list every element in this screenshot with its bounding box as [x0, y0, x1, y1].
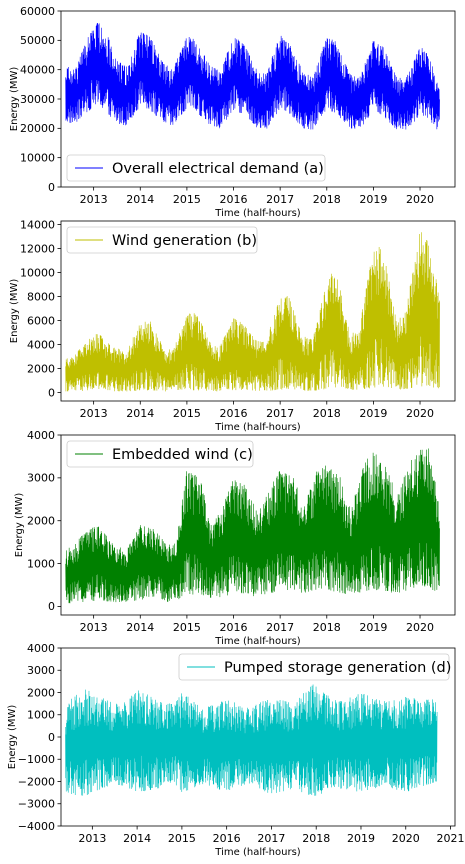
y-tick-label: 40000 — [20, 63, 55, 76]
legend-label: Wind generation (b) — [112, 233, 257, 249]
y-tick-label: 3000 — [27, 472, 55, 485]
legend-box — [66, 226, 258, 254]
x-tick-label: 2013 — [80, 193, 108, 206]
x-tick-label: 2020 — [406, 621, 434, 634]
y-tick-label: 2000 — [27, 515, 55, 528]
legend-label: Pumped storage generation (d) — [224, 660, 451, 676]
axes-frame — [60, 220, 456, 402]
y-tick-label: 4000 — [27, 642, 55, 655]
y-tick-label: 10000 — [20, 151, 55, 164]
y-tick-label: 30000 — [20, 93, 55, 106]
x-tick-label: 2014 — [126, 621, 154, 634]
y-tick-label: −3000 — [18, 798, 55, 811]
x-axis-label: Time (half-hours) — [214, 847, 300, 858]
x-tick-label: 2020 — [406, 407, 434, 420]
x-tick-label: 2016 — [213, 832, 241, 845]
y-tick-label: 4000 — [27, 338, 55, 351]
x-tick-label: 2015 — [168, 832, 196, 845]
y-tick-label: −2000 — [18, 775, 55, 788]
series-line — [65, 448, 440, 604]
x-tick-label: 2018 — [313, 621, 341, 634]
y-tick-label: 10000 — [20, 266, 55, 279]
x-tick-label: 2018 — [302, 832, 330, 845]
subplot-b: 0 2000 4000 6000 8000 10000 12000 14000 2013 2014… — [9, 218, 456, 433]
legend: Embedded wind (c) — [66, 440, 254, 468]
y-tick-label: 1000 — [27, 709, 55, 722]
subplot-d: −4000 −3000 −2000 −1000 0 1000 2000 3000 4000 201… — [7, 642, 465, 858]
y-tick-label: 2000 — [27, 686, 55, 699]
legend-box — [178, 653, 450, 681]
legend-box — [66, 440, 254, 468]
y-axis-label: Energy (MW) — [7, 705, 18, 770]
x-tick-label: 2017 — [266, 621, 294, 634]
x-tick-label: 2016 — [220, 621, 248, 634]
y-tick-label: 2000 — [27, 362, 55, 375]
legend-label: Embedded wind (c) — [112, 447, 253, 463]
y-tick-label: 12000 — [20, 242, 55, 255]
x-tick-label: 2015 — [173, 621, 201, 634]
y-axis-label: Energy (MW) — [9, 279, 20, 344]
x-tick-label: 2019 — [347, 832, 375, 845]
x-tick-label: 2017 — [266, 193, 294, 206]
series-line — [65, 232, 440, 392]
x-tick-label: 2021 — [437, 832, 465, 845]
series-line — [65, 23, 440, 130]
y-tick-label: 3000 — [27, 664, 55, 677]
x-tick-label: 2014 — [126, 193, 154, 206]
subplot-a: 0 10000 20000 30000 40000 50000 60000 2013 2014 2… — [9, 5, 456, 219]
x-tick-label: 2020 — [406, 193, 434, 206]
y-tick-label: −4000 — [18, 820, 55, 833]
y-tick-label: 0 — [48, 600, 55, 613]
y-axis-label: Energy (MW) — [14, 493, 25, 558]
y-tick-label: 60000 — [20, 5, 55, 18]
x-tick-label: 2015 — [173, 193, 201, 206]
subplot-c: 0 1000 2000 3000 4000 2013 2014 2015 2016 2017 201… — [14, 429, 456, 647]
y-tick-label: 6000 — [27, 314, 55, 327]
y-tick-label: 8000 — [27, 290, 55, 303]
x-axis-label: Time (half-hours) — [214, 208, 300, 219]
y-tick-label: −1000 — [18, 753, 55, 766]
x-tick-label: 2020 — [392, 832, 420, 845]
y-tick-label: 20000 — [20, 122, 55, 135]
series-line — [65, 684, 438, 796]
y-tick-label: 0 — [48, 731, 55, 744]
legend: Wind generation (b) — [66, 226, 258, 254]
x-tick-label: 2013 — [80, 407, 108, 420]
legend: Overall electrical demand (a) — [66, 154, 326, 182]
x-axis-label: Time (half-hours) — [214, 636, 300, 647]
y-axis-label: Energy (MW) — [9, 67, 20, 132]
x-axis-label: Time (half-hours) — [214, 422, 300, 433]
y-tick-label: 0 — [48, 386, 55, 399]
x-tick-label: 2019 — [359, 407, 387, 420]
x-tick-label: 2016 — [220, 193, 248, 206]
y-tick-label: 1000 — [27, 557, 55, 570]
x-tick-label: 2013 — [78, 832, 106, 845]
x-tick-label: 2018 — [313, 407, 341, 420]
legend: Pumped storage generation (d) — [178, 653, 451, 681]
x-tick-label: 2014 — [123, 832, 151, 845]
y-tick-label: 50000 — [20, 34, 55, 47]
x-tick-label: 2017 — [266, 407, 294, 420]
x-tick-label: 2018 — [313, 193, 341, 206]
y-tick-label: 4000 — [27, 429, 55, 442]
x-tick-label: 2019 — [359, 193, 387, 206]
legend-label: Overall electrical demand (a) — [112, 161, 324, 177]
x-tick-label: 2014 — [126, 407, 154, 420]
x-tick-label: 2015 — [173, 407, 201, 420]
y-tick-label: 0 — [48, 181, 55, 194]
x-tick-label: 2013 — [80, 621, 108, 634]
y-tick-label: 14000 — [20, 218, 55, 231]
axes-frame — [60, 434, 456, 616]
x-tick-label: 2019 — [359, 621, 387, 634]
legend-box — [66, 154, 326, 182]
x-tick-label: 2017 — [257, 832, 285, 845]
x-tick-label: 2016 — [220, 407, 248, 420]
